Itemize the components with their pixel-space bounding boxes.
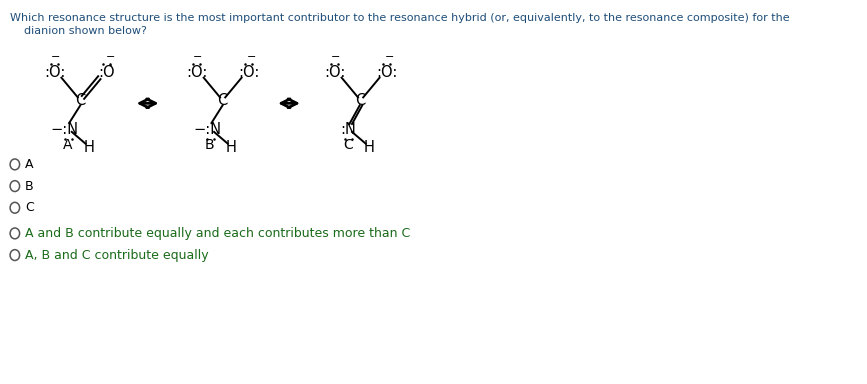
Text: −: − xyxy=(106,52,115,62)
Text: :O:: :O: xyxy=(375,65,397,80)
Text: −:N: −:N xyxy=(51,122,79,137)
Text: Which resonance structure is the most important contributor to the resonance hyb: Which resonance structure is the most im… xyxy=(10,13,789,23)
Text: C: C xyxy=(355,93,366,108)
Text: :O:: :O: xyxy=(44,65,65,80)
Text: dianion shown below?: dianion shown below? xyxy=(10,26,147,36)
Text: −: − xyxy=(331,52,340,62)
Text: :Ȯ: :Ȯ xyxy=(98,65,114,80)
Text: :O:: :O: xyxy=(186,65,207,80)
Text: −: − xyxy=(247,52,257,62)
Text: A and B contribute equally and each contributes more than C: A and B contribute equally and each cont… xyxy=(25,227,410,240)
Text: :N: :N xyxy=(341,122,356,137)
Text: C: C xyxy=(342,138,353,152)
Text: B: B xyxy=(25,180,34,193)
Text: H: H xyxy=(83,140,95,155)
Text: −: − xyxy=(193,52,202,62)
Text: A: A xyxy=(62,138,72,152)
Text: A: A xyxy=(25,158,34,171)
Text: −: − xyxy=(50,52,60,62)
Text: C: C xyxy=(25,201,34,214)
Text: −:N: −:N xyxy=(193,122,221,137)
Text: H: H xyxy=(364,140,375,155)
Text: −: − xyxy=(385,52,394,62)
Text: C: C xyxy=(218,93,228,108)
Text: C: C xyxy=(75,93,86,108)
Text: :O:: :O: xyxy=(238,65,259,80)
Text: H: H xyxy=(225,140,237,155)
Text: A, B and C contribute equally: A, B and C contribute equally xyxy=(25,248,209,262)
Text: :O:: :O: xyxy=(324,65,345,80)
Text: B: B xyxy=(205,138,214,152)
